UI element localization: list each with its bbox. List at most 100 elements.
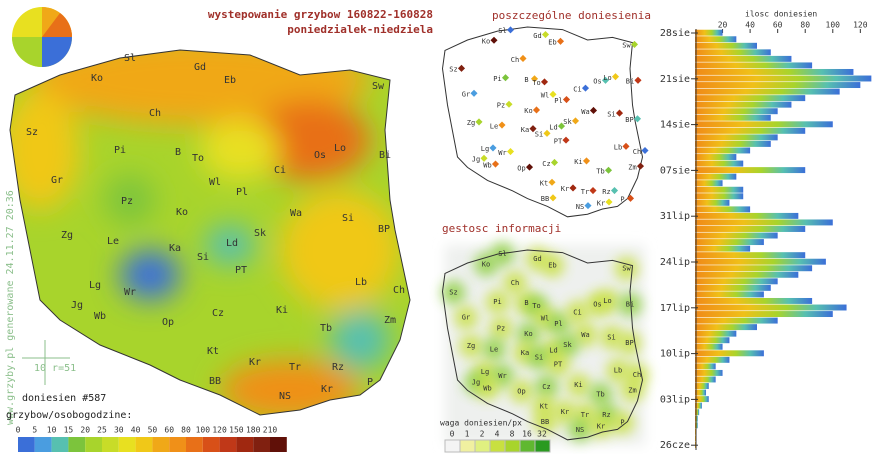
- density-blob: [485, 290, 510, 314]
- legend-label: 80: [181, 426, 191, 435]
- bar: [695, 55, 792, 62]
- city-label: Wl: [541, 92, 549, 100]
- legend-label: 32: [537, 430, 547, 439]
- city-label: P: [367, 377, 373, 388]
- city-label: Op: [162, 317, 174, 328]
- density-blob: [475, 376, 500, 401]
- legend-swatch: [169, 437, 186, 452]
- report-dot: [501, 74, 510, 82]
- bar: [695, 68, 854, 75]
- density-blob: [555, 333, 580, 358]
- legend-label: 0: [16, 426, 21, 435]
- city-label: Wb: [483, 161, 491, 169]
- city-label: Eb: [224, 75, 236, 86]
- city-label: BB: [209, 376, 221, 387]
- legend-label: 40: [131, 426, 141, 435]
- bar: [695, 167, 806, 174]
- border: [441, 26, 644, 218]
- city-label: Lg: [89, 280, 101, 291]
- bar: [695, 337, 730, 344]
- border: [441, 249, 644, 441]
- bar: [695, 369, 723, 376]
- city-label: Tb: [596, 168, 604, 176]
- city-label: Kt: [540, 180, 548, 188]
- legend-swatch: [489, 439, 506, 453]
- city-label: Ld: [549, 346, 557, 354]
- city-label: Ko: [524, 330, 532, 338]
- city-label: Kr: [249, 357, 261, 368]
- legend-swatch: [102, 437, 119, 452]
- density-blob: [540, 253, 565, 278]
- city-label: Jg: [472, 379, 480, 387]
- density-blob: [482, 337, 506, 362]
- bar: [695, 291, 764, 298]
- legend-swatch: [18, 437, 35, 452]
- density-blob: [509, 379, 534, 404]
- city-label: BP: [625, 116, 633, 124]
- report-dot: [634, 76, 642, 84]
- report-dot: [529, 125, 537, 133]
- report-dot: [457, 64, 466, 72]
- city-label: Lg: [481, 145, 489, 153]
- report-dot: [470, 89, 478, 97]
- city-label: Wa: [290, 208, 302, 219]
- city-label: B: [524, 76, 528, 84]
- bar: [695, 356, 730, 363]
- city-label: Tr: [289, 362, 301, 373]
- city-label: BB: [541, 195, 549, 203]
- bar: [695, 245, 751, 252]
- bar: [695, 101, 792, 108]
- city-label: Pz: [121, 196, 133, 207]
- bar: [695, 186, 744, 193]
- city-label: Gr: [462, 314, 470, 322]
- legend-label: 30: [114, 426, 124, 435]
- report-dot: [550, 158, 559, 167]
- density-blob: [503, 270, 527, 295]
- report-dot: [556, 37, 565, 45]
- density-blob: [441, 280, 466, 305]
- date-label: 31lip: [660, 211, 690, 222]
- subtitle: poniedzialek-niedziela: [287, 23, 433, 36]
- city-label: Zm: [628, 163, 636, 171]
- city-label: Wb: [94, 311, 106, 322]
- bar: [695, 193, 744, 200]
- report-dot: [622, 142, 630, 150]
- city-label: Cz: [542, 160, 550, 168]
- report-dot: [615, 109, 624, 117]
- city-label: Rz: [602, 411, 610, 419]
- city-label: Pi: [493, 75, 501, 83]
- bar: [695, 114, 771, 121]
- bar: [695, 258, 826, 265]
- city-label: Kt: [540, 403, 548, 411]
- city-label: Ch: [511, 279, 519, 287]
- city-label: Pl: [236, 187, 248, 198]
- legend-swatch: [444, 439, 461, 453]
- report-dot: [582, 157, 591, 165]
- density-blob: [617, 331, 642, 356]
- city-label: Sk: [254, 228, 266, 239]
- report-dot: [491, 160, 500, 168]
- city-label: Sz: [26, 127, 38, 138]
- report-dot: [641, 146, 649, 155]
- bar: [695, 127, 806, 134]
- city-label: Sk: [563, 118, 572, 126]
- legend-swatch: [270, 437, 287, 452]
- city-label: Kr: [597, 422, 605, 430]
- city-label: Ko: [524, 107, 532, 115]
- bar: [695, 219, 833, 226]
- report-dot: [636, 162, 645, 170]
- density-blob: [595, 288, 620, 313]
- bar: [695, 206, 751, 213]
- city-label: Kr: [561, 408, 569, 416]
- pie-icon: [12, 7, 72, 67]
- report-dot: [543, 129, 551, 137]
- bar: [695, 304, 847, 311]
- city-label: Le: [490, 345, 498, 353]
- city-label: Kr: [561, 185, 569, 193]
- city-label: Os: [593, 78, 601, 86]
- legend-label: 1: [465, 430, 470, 439]
- density-blob: [610, 410, 635, 435]
- city-label: Si: [607, 110, 615, 118]
- city-label: Ld: [549, 123, 557, 131]
